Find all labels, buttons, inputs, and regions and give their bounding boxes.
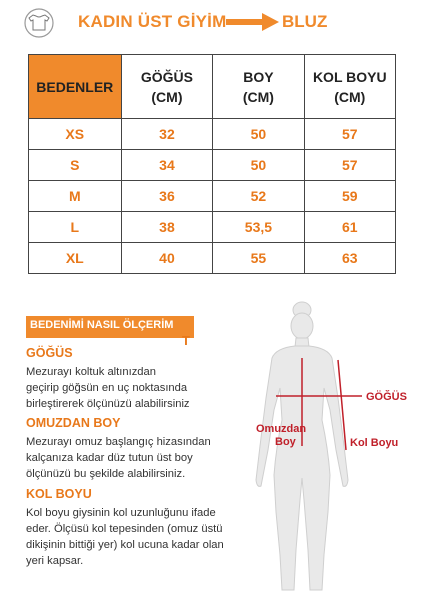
sleeve-cell: 59 xyxy=(303,180,397,212)
guide-title: BEDENİMİ NASIL ÖLÇERİM xyxy=(30,319,174,331)
size-cell: L xyxy=(28,211,122,243)
arrow-right-icon xyxy=(226,13,279,31)
sleeve-cell: 61 xyxy=(303,211,397,243)
section-title-chest: GÖĞÜS xyxy=(26,346,73,360)
page-title: KADIN ÜST GİYİM xyxy=(78,12,227,31)
figure-label-shoulder-2: Boy xyxy=(275,436,296,448)
figure-label-sleeve: Kol Boyu xyxy=(350,437,399,449)
length-cell: 50 xyxy=(212,149,305,181)
sleeve-cell: 57 xyxy=(303,149,397,181)
header: KADIN ÜST GİYİM BLUZ xyxy=(12,8,412,38)
length-cell: 55 xyxy=(212,242,305,274)
sleeve-cell: 63 xyxy=(303,242,397,274)
section-body-shoulder-length: Mezurayı omuz başlangıç hizasından kalça… xyxy=(26,436,211,480)
table-row: S 34 50 57 xyxy=(28,149,397,181)
section-body-chest: Mezurayı koltuk altınızdan geçirip göğsü… xyxy=(26,366,190,410)
size-cell: S xyxy=(28,149,122,181)
figure-label-shoulder: Omuzdan xyxy=(256,423,307,435)
sleeve-cell: 57 xyxy=(303,118,397,150)
size-cell: XL xyxy=(28,242,122,274)
chest-cell: 36 xyxy=(120,180,214,212)
size-cell: M xyxy=(28,180,122,212)
section-title-shoulder-length: OMUZDAN BOY xyxy=(26,416,121,430)
table-row: L 38 53,5 61 xyxy=(28,211,397,243)
column-header-chest: GÖĞÜS (CM) xyxy=(120,54,214,119)
body-silhouette xyxy=(255,301,362,591)
size-table: BEDENLER GÖĞÜS (CM) BOY (CM) KOL BOYU (CM) … xyxy=(28,54,397,274)
chest-cell: 32 xyxy=(120,118,214,150)
table-row: XL 40 55 63 xyxy=(28,242,397,274)
table-row: XS 32 50 57 xyxy=(28,118,397,150)
chest-cell: 40 xyxy=(120,242,214,274)
sleeve-line xyxy=(337,359,347,451)
guide-title-badge xyxy=(26,316,194,338)
page-subtitle: BLUZ xyxy=(282,12,328,31)
chest-cell: 34 xyxy=(120,149,214,181)
column-header-sizes: BEDENLER xyxy=(28,54,122,119)
guide-title-tail: T xyxy=(182,333,190,348)
column-header-sleeve: KOL BOYU (CM) xyxy=(303,54,397,119)
chest-cell: 38 xyxy=(120,211,214,243)
figure-label-chest: GÖĞÜS xyxy=(366,391,407,403)
column-header-length: BOY (CM) xyxy=(212,54,305,119)
section-title-sleeve: KOL BOYU xyxy=(26,487,92,501)
length-cell: 53,5 xyxy=(212,211,305,243)
section-body-sleeve: Kol boyu giysinin kol uzunluğunu ifade e… xyxy=(26,507,224,567)
size-cell: XS xyxy=(28,118,122,150)
length-cell: 50 xyxy=(212,118,305,150)
table-row: M 36 52 59 xyxy=(28,180,397,212)
tshirt-icon xyxy=(24,8,54,38)
table-header-row: BEDENLER GÖĞÜS (CM) BOY (CM) KOL BOYU (CM) xyxy=(28,54,397,119)
length-cell: 52 xyxy=(212,180,305,212)
